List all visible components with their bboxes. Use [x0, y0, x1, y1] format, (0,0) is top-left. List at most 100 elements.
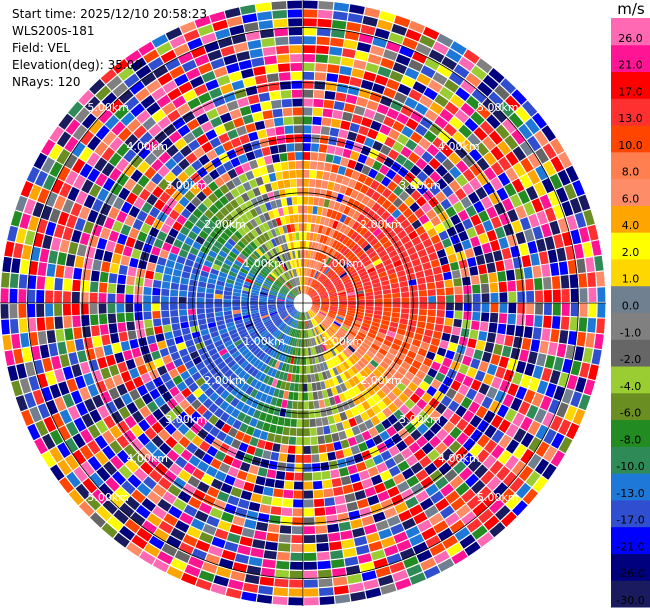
range-gate	[37, 331, 48, 345]
range-gate	[168, 130, 182, 144]
range-gate	[137, 384, 149, 397]
range-gate	[269, 311, 278, 316]
range-gate	[504, 455, 519, 471]
range-gate	[420, 65, 436, 79]
range-gate	[234, 230, 243, 240]
range-gate	[468, 401, 480, 414]
range-gate	[564, 405, 577, 422]
range-gate	[246, 340, 255, 348]
range-gate	[265, 321, 273, 327]
range-gate	[488, 130, 503, 145]
range-gate	[288, 307, 295, 313]
range-gate	[379, 375, 389, 385]
range-gate	[293, 481, 303, 490]
range-gate	[250, 356, 258, 365]
range-gate	[365, 187, 376, 198]
range-gate	[164, 158, 177, 171]
range-gate	[380, 343, 390, 352]
range-gate	[260, 310, 268, 315]
range-gate	[330, 297, 338, 300]
range-gate	[321, 300, 330, 302]
range-gate	[174, 335, 184, 345]
range-gate	[407, 381, 418, 392]
range-gate	[289, 308, 296, 314]
range-gate	[178, 297, 187, 303]
ray	[180, 21, 300, 295]
range-gate	[527, 169, 541, 185]
range-gate	[118, 465, 133, 479]
range-gate	[83, 221, 95, 234]
range-gate	[284, 418, 291, 427]
range-gate	[578, 194, 591, 211]
range-gate	[303, 232, 307, 241]
range-gate	[287, 271, 292, 279]
range-gate	[157, 165, 170, 178]
range-gate	[344, 380, 352, 390]
range-gate	[357, 299, 365, 303]
range-gate	[578, 273, 588, 288]
range-gate	[238, 173, 248, 184]
range-gate	[116, 383, 128, 396]
range-gate	[551, 276, 561, 289]
range-gate	[49, 384, 62, 399]
range-gate	[588, 303, 597, 318]
range-gate	[136, 268, 146, 278]
range-gate	[429, 409, 441, 422]
range-gate	[313, 489, 324, 499]
range-gate	[311, 307, 319, 312]
range-gate	[257, 325, 266, 332]
range-gate	[176, 342, 186, 351]
range-gate	[488, 322, 498, 333]
range-gate	[174, 138, 187, 151]
range-gate	[404, 371, 415, 381]
range-gate	[481, 351, 492, 363]
range-gate	[336, 314, 345, 319]
range-gate	[463, 303, 472, 312]
range-gate	[148, 535, 165, 550]
range-gate	[293, 499, 303, 508]
range-gate	[286, 299, 294, 302]
range-gate	[368, 427, 379, 438]
range-gate	[301, 330, 303, 339]
range-gate	[152, 484, 167, 498]
range-gate	[276, 342, 283, 351]
range-gate	[332, 322, 340, 329]
range-gate	[429, 184, 441, 196]
range-gate	[259, 458, 270, 468]
range-gate	[309, 309, 316, 316]
range-gate	[310, 427, 317, 436]
range-gate	[234, 450, 246, 461]
range-gate	[145, 138, 159, 152]
range-gate	[204, 41, 220, 53]
range-gate	[223, 299, 232, 303]
range-gate	[187, 252, 197, 262]
colorbar-tick-label: 6.0	[622, 192, 640, 205]
range-gate	[390, 361, 400, 371]
range-gate	[46, 330, 56, 344]
range-gate	[174, 550, 191, 563]
range-gate	[360, 325, 369, 332]
range-gate	[386, 553, 402, 565]
range-gate	[130, 154, 144, 168]
range-gate	[0, 304, 9, 319]
range-gate	[369, 224, 378, 233]
range-gate	[235, 322, 245, 329]
range-gate	[216, 344, 226, 352]
range-gate	[311, 306, 320, 310]
range-gate	[346, 197, 355, 207]
range-gate	[245, 221, 254, 231]
range-gate	[247, 94, 260, 105]
range-gate	[281, 363, 287, 372]
range-gate	[92, 394, 104, 408]
range-gate	[278, 453, 288, 462]
colorbar-swatch	[611, 312, 650, 340]
range-gate	[532, 112, 547, 129]
range-gate	[363, 353, 372, 362]
range-gate	[263, 155, 273, 165]
range-gate	[168, 345, 178, 354]
range-gate	[374, 28, 390, 40]
range-gate	[449, 475, 464, 489]
range-gate	[135, 277, 144, 287]
range-gate	[316, 284, 323, 291]
